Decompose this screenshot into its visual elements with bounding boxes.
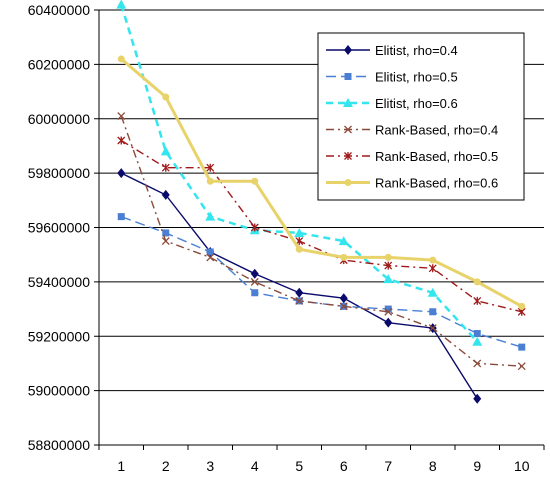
legend-swatch-marker [344,179,352,186]
data-point [473,393,482,404]
data-point [428,264,437,273]
series-group [116,0,526,404]
y-tick-label: 59200000 [28,328,91,344]
data-point [250,277,259,286]
data-point [518,343,526,351]
y-tick-label: 60200000 [28,56,91,72]
data-point [473,359,482,368]
legend-swatch-marker [344,125,352,134]
legend-swatch-marker [343,98,353,107]
data-point [251,289,259,297]
legend-entry-label: Rank-Based, rho=0.4 [375,123,498,138]
data-point [294,227,305,237]
data-point [472,336,483,346]
x-tick-label: 10 [514,458,530,474]
data-point [250,268,259,279]
data-point [117,168,126,179]
data-point [295,245,303,253]
legend-entry-label: Elitist, rho=0.5 [375,70,458,85]
x-tick-label: 2 [162,458,170,474]
data-point [250,223,259,232]
x-tick-labels: 1 2 3 4 5 6 7 8 9 10 [117,458,529,474]
y-tick-labels: 58800000 59000000 59200000 59400000 59600000… [28,2,91,453]
y-tick-label: 59400000 [28,274,91,290]
series-line [120,4,479,343]
data-point [206,177,214,185]
x-tick-label: 9 [473,458,481,474]
series-6 [117,55,526,310]
data-point [161,237,170,246]
series-line [120,57,523,308]
data-point [117,136,126,145]
data-point [205,211,216,221]
y-tick-label: 59000000 [28,383,91,399]
data-point [383,274,394,284]
data-point [473,278,481,286]
data-point [473,330,481,338]
y-tick-label: 60400000 [28,2,91,18]
data-point [251,177,259,185]
axes [94,9,545,450]
legend-entry-label: Rank-Based, rho=0.5 [375,149,498,164]
data-point [384,307,393,316]
legend-box [317,32,525,201]
data-point [473,296,482,305]
data-point [162,229,170,237]
legend-swatch-marker [344,45,352,55]
y-tick-label: 60000000 [28,111,91,127]
legend: Elitist, rho=0.4 Elitist, rho=0.5 Elitist,… [317,32,525,201]
legend-swatch-marker [344,73,352,80]
y-tick-label: 58800000 [28,437,91,453]
data-point [384,253,392,261]
x-tick-label: 4 [251,458,259,474]
series-4 [117,112,526,371]
data-point [162,93,170,101]
data-point [517,362,526,371]
data-point [429,256,437,264]
series-line [120,115,522,367]
data-point [295,287,304,298]
data-point [339,293,348,304]
series-1 [117,168,482,404]
data-point [206,253,215,262]
series-line [120,172,478,400]
legend-swatch-marker [344,152,352,160]
data-point [206,163,215,172]
data-point [117,55,125,63]
data-point [117,213,125,221]
x-tick-label: 7 [384,458,392,474]
data-point [384,317,393,328]
legend-entry-label: Rank-Based, rho=0.6 [375,176,498,191]
data-point [428,324,437,333]
data-point [384,305,392,313]
y-tick-label: 59800000 [28,165,91,181]
data-point [340,253,348,261]
data-point [161,189,170,200]
series-line [120,139,522,313]
x-tick-label: 3 [206,458,214,474]
data-point [117,112,126,120]
data-point [161,163,170,172]
data-point [295,296,304,305]
data-point [427,287,438,297]
data-point [160,146,171,156]
data-point [116,0,127,9]
data-point [338,236,349,246]
x-tick-label: 5 [295,458,303,474]
x-tick-label: 1 [117,458,125,474]
data-point [518,302,526,310]
legend-entry-label: Elitist, rho=0.4 [375,43,458,58]
data-point [429,308,437,316]
x-tick-label: 8 [429,458,437,474]
x-tick-label: 6 [340,458,348,474]
data-point [384,261,393,270]
series-3 [116,0,483,346]
data-point [206,248,214,256]
data-point [339,302,348,311]
legend-entry-label: Elitist, rho=0.6 [375,96,458,111]
y-tick-label: 59600000 [28,220,91,236]
series-line [121,215,522,348]
